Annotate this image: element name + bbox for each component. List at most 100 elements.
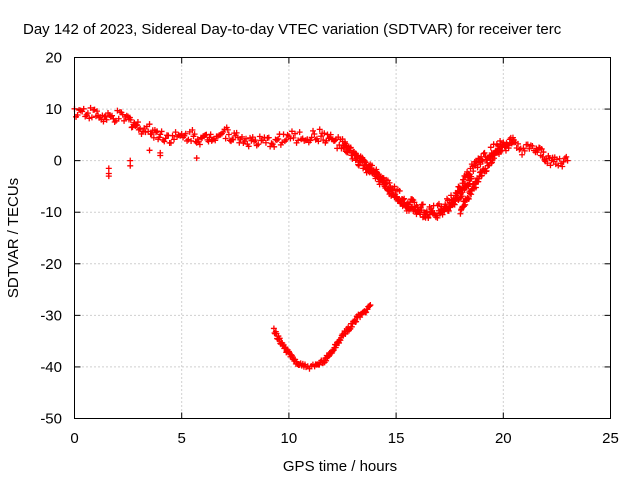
data-point xyxy=(191,131,198,138)
data-point xyxy=(245,143,252,150)
series-lower-band xyxy=(339,138,475,221)
y-tick-label: -40 xyxy=(40,359,62,376)
data-point xyxy=(255,141,262,148)
data-point xyxy=(94,108,101,115)
data-point xyxy=(479,158,486,165)
data-point xyxy=(212,137,219,144)
data-point xyxy=(505,142,512,149)
data-point xyxy=(451,201,458,208)
y-tick-label: -20 xyxy=(40,256,62,273)
data-point xyxy=(526,145,533,152)
data-point xyxy=(288,351,295,358)
data-point xyxy=(564,157,571,164)
data-point xyxy=(220,128,227,135)
data-point xyxy=(169,132,176,139)
data-point xyxy=(157,152,164,159)
data-point xyxy=(284,131,291,138)
data-point xyxy=(419,201,426,208)
data-point xyxy=(516,146,523,153)
data-point xyxy=(156,134,163,141)
data-point xyxy=(127,157,134,164)
data-point xyxy=(230,136,237,143)
data-point xyxy=(436,210,443,217)
data-point xyxy=(331,137,338,144)
data-point xyxy=(367,302,374,309)
data-point xyxy=(275,135,282,142)
x-tick-label: 10 xyxy=(281,430,298,447)
data-point xyxy=(321,130,328,137)
data-point xyxy=(447,204,454,211)
data-point xyxy=(290,134,297,141)
data-point xyxy=(396,187,403,194)
data-point xyxy=(283,136,290,143)
data-point xyxy=(470,168,477,175)
x-tick-label: 0 xyxy=(70,430,78,447)
x-axis-label: GPS time / hours xyxy=(283,458,397,475)
data-point xyxy=(88,114,95,121)
y-axis-label: SDTVAR / TECUs xyxy=(5,178,22,298)
data-point xyxy=(171,136,178,143)
data-point xyxy=(86,115,93,122)
data-point xyxy=(134,119,141,126)
data-point xyxy=(347,145,354,152)
data-point xyxy=(560,158,567,165)
data-point xyxy=(543,155,550,162)
data-point xyxy=(265,134,272,141)
data-point xyxy=(511,137,518,144)
data-point xyxy=(80,105,87,112)
data-point xyxy=(431,210,438,217)
data-point xyxy=(102,113,109,120)
y-tick-label: -30 xyxy=(40,307,62,324)
data-point xyxy=(327,131,334,138)
data-point xyxy=(100,118,107,125)
data-point xyxy=(498,147,505,154)
x-tick-label: 25 xyxy=(602,430,619,447)
data-point xyxy=(417,211,424,218)
data-point xyxy=(315,138,322,145)
data-point xyxy=(224,126,231,133)
data-point xyxy=(316,126,323,133)
data-point xyxy=(357,314,364,321)
data-point xyxy=(157,131,164,138)
data-point xyxy=(109,112,116,119)
data-point xyxy=(547,162,554,169)
data-point xyxy=(468,175,475,182)
data-point xyxy=(196,141,203,148)
data-point xyxy=(146,121,153,128)
data-point xyxy=(367,165,374,172)
grid xyxy=(74,57,611,419)
data-point xyxy=(172,129,179,136)
data-point xyxy=(383,180,390,187)
data-point xyxy=(563,153,570,160)
data-point xyxy=(466,180,473,187)
data-point xyxy=(521,147,528,154)
data-point xyxy=(465,195,472,202)
data-point xyxy=(105,173,112,180)
data-point xyxy=(233,129,240,136)
data-point xyxy=(243,135,250,142)
data-point xyxy=(486,153,493,160)
data-point xyxy=(508,140,515,147)
data-point xyxy=(271,143,278,150)
data-point xyxy=(353,318,360,325)
data-point xyxy=(222,135,229,142)
data-point xyxy=(366,302,373,309)
data-point xyxy=(217,131,224,138)
data-point xyxy=(239,133,245,140)
data-point xyxy=(189,127,196,134)
data-point xyxy=(373,169,380,176)
data-point xyxy=(465,183,472,190)
data-point xyxy=(103,116,110,123)
data-point xyxy=(393,194,400,201)
y-tick-label: -50 xyxy=(40,411,62,428)
data-point xyxy=(115,115,122,122)
data-point xyxy=(296,129,303,136)
series-arc xyxy=(270,302,374,372)
data-point xyxy=(439,211,446,218)
data-point xyxy=(148,130,155,137)
y-tick-label: 0 xyxy=(54,153,62,170)
data-point xyxy=(445,207,452,214)
data-point xyxy=(458,193,465,200)
series-upper-band xyxy=(457,134,518,217)
data-point xyxy=(150,134,157,141)
